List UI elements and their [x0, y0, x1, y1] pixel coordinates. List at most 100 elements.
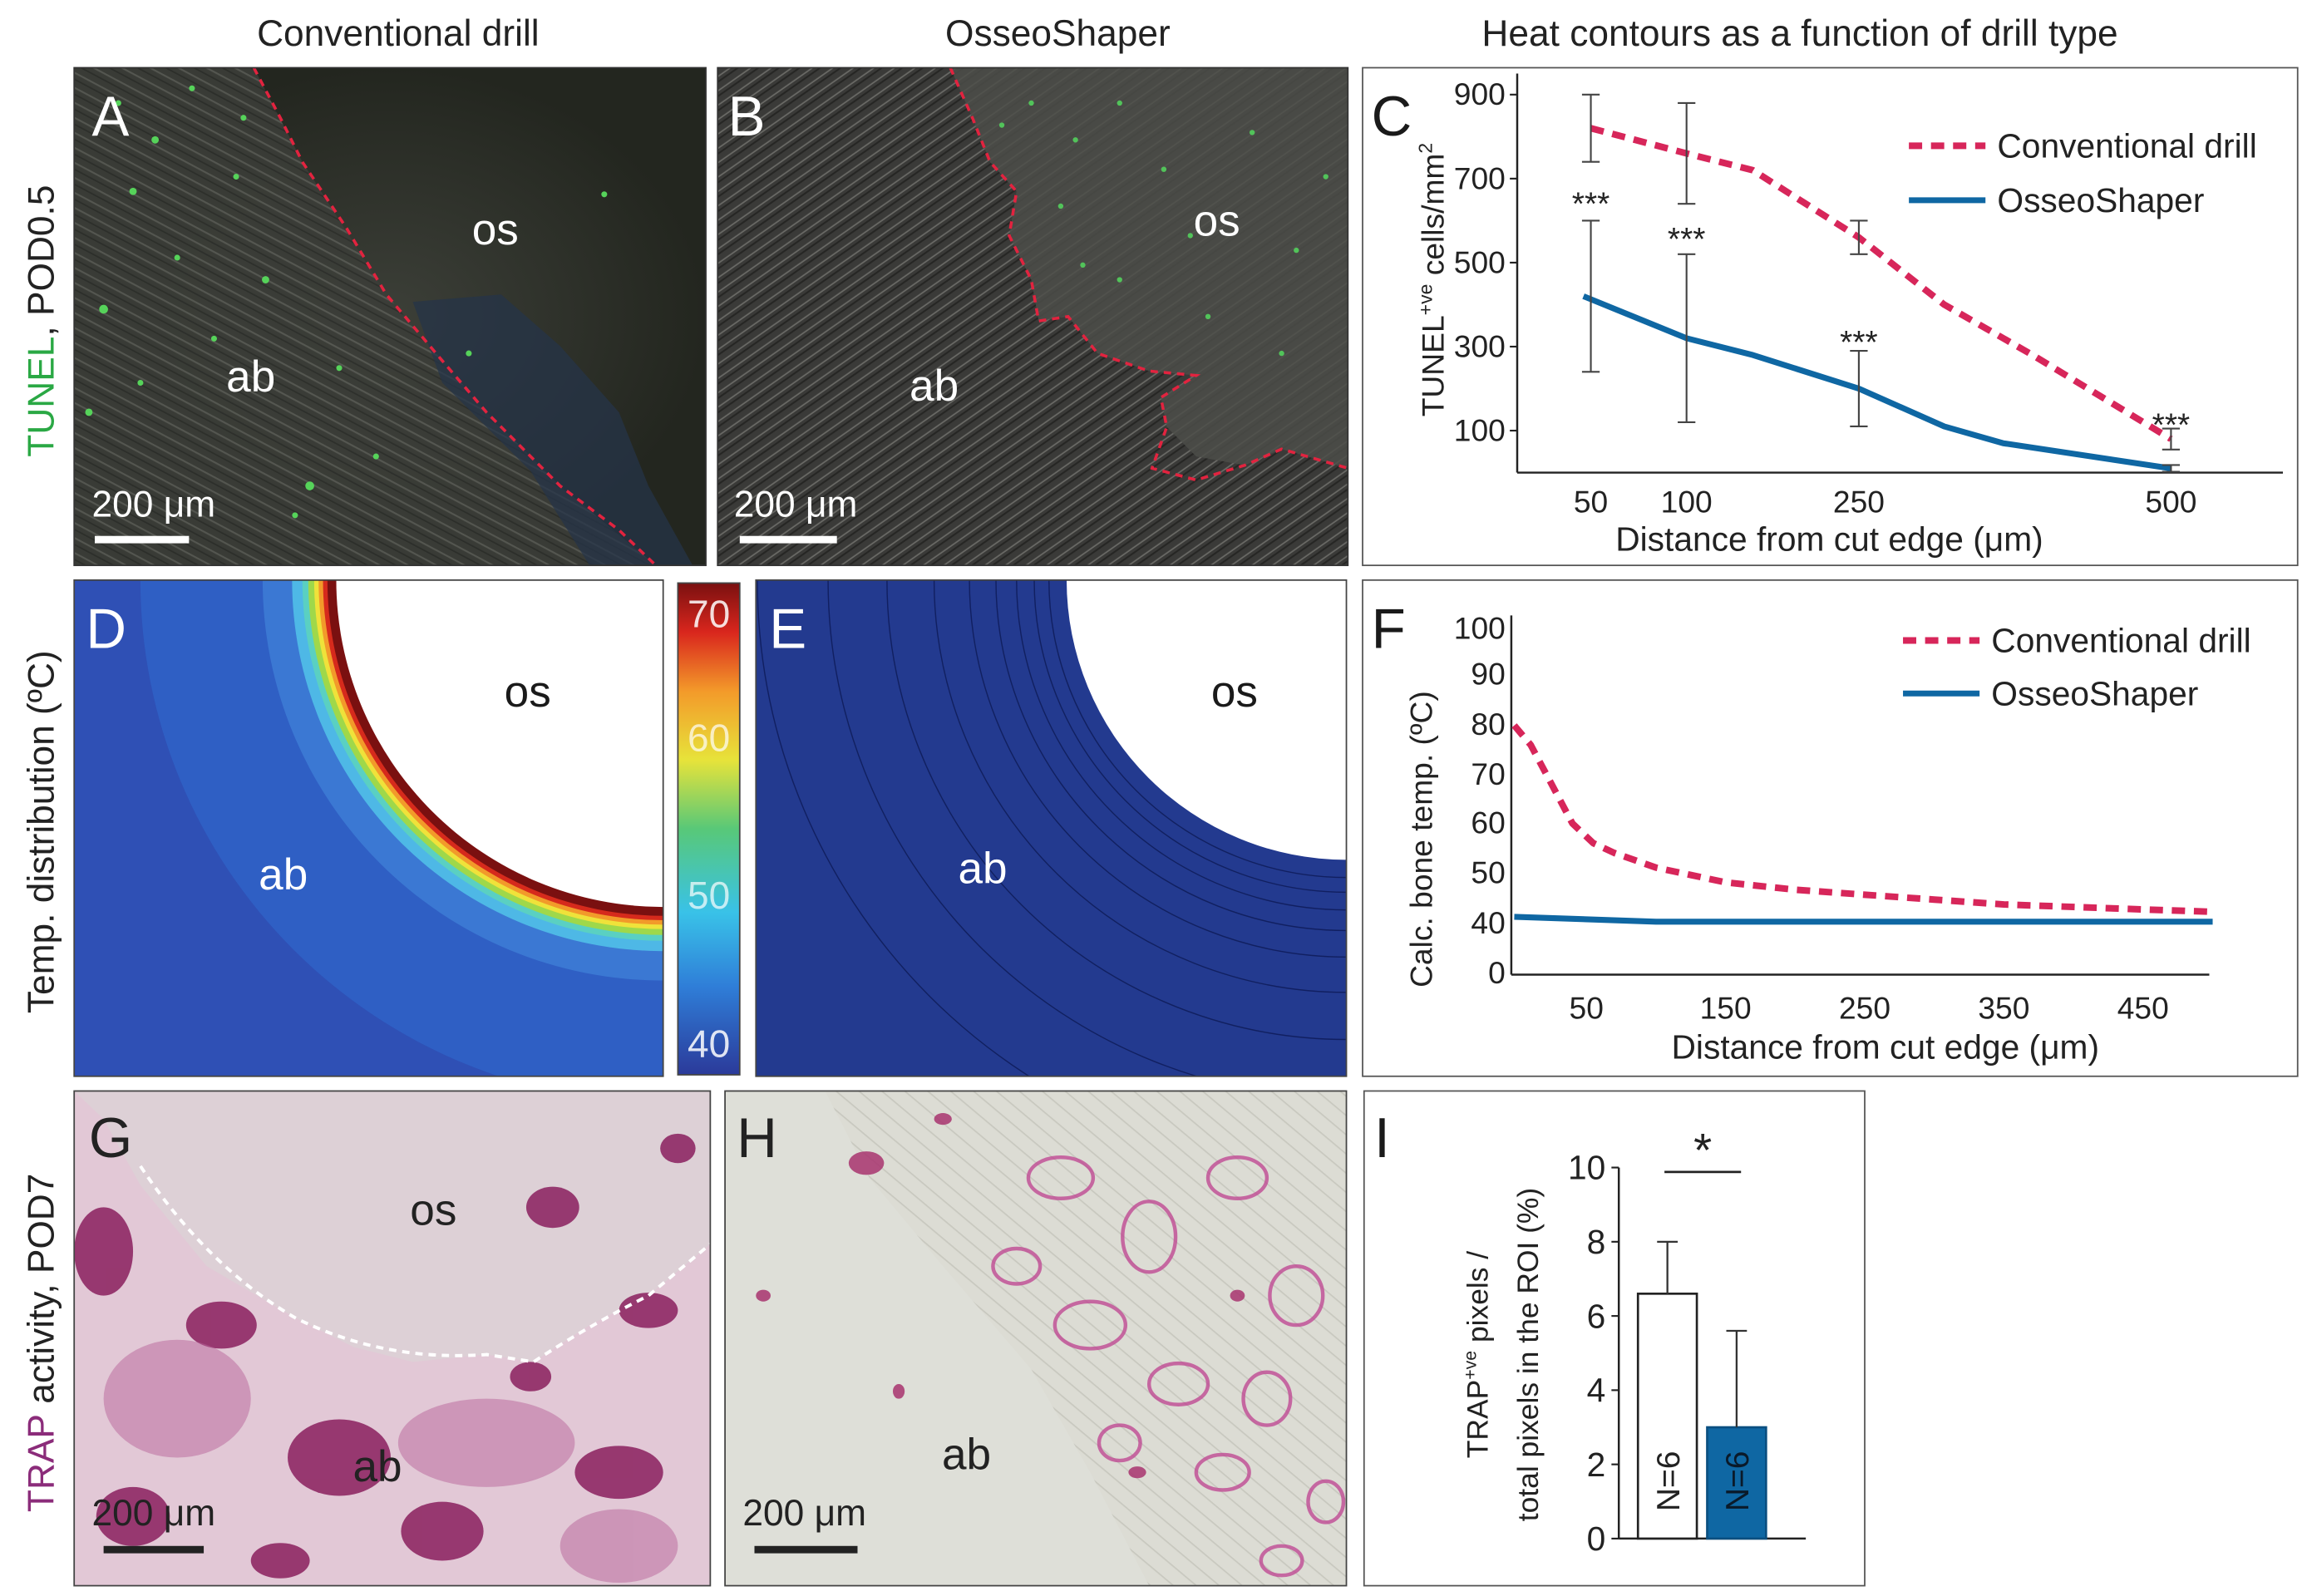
row-label-trap: TRAP activity, POD7 [21, 1174, 62, 1513]
c-x-tick-label: 50 [1574, 484, 1608, 519]
panel-h-ab-label: ab [942, 1431, 991, 1480]
i-y-tick-label: 4 [1587, 1372, 1606, 1410]
panel-d-letter: D [86, 598, 126, 660]
panel-a-ab-label: ab [226, 352, 275, 401]
f-x-tick-label: 350 [1978, 991, 2029, 1026]
panel-e-frame [755, 579, 1348, 1077]
c-y-label-main: TUNEL [1415, 315, 1450, 416]
chart-i: 10 8 6 4 2 0 TRAP+ve pixels / total pixels in t… [1460, 1125, 1807, 1558]
f-y-axis-label: Calc. bone temp. (ºC) [1403, 691, 1438, 988]
f-y-tick-label: 40 [1471, 905, 1505, 940]
colorbar-tick-50: 50 [688, 874, 730, 917]
panel-a-micrograph [74, 67, 707, 566]
i-y-tick-label: 0 [1587, 1520, 1606, 1558]
panel-c-letter: C [1372, 86, 1412, 148]
panel-e-os-label: os [1211, 667, 1258, 717]
c-y-label-tail: cells/mm [1415, 154, 1450, 284]
colorbar-tick-70: 70 [688, 593, 730, 636]
panel-a-frame [73, 66, 707, 567]
c-legend-label: OsseoShaper [1997, 181, 2204, 219]
f-y-tick-label: 0 [1488, 955, 1506, 990]
panel-c-frame [1362, 66, 2299, 567]
colorbar [677, 582, 741, 1076]
f-series-line-osseoshaper [1514, 914, 2213, 925]
panel-b-micrograph [717, 67, 1348, 566]
f-x-tick-label: 150 [1700, 991, 1752, 1026]
c-x-axis-label: Distance from cut edge (μm) [1615, 520, 2043, 558]
panel-b-scale-bar [739, 535, 837, 544]
colorbar-tick-40: 40 [688, 1022, 730, 1066]
panel-e-ab-label: ab [958, 845, 1007, 894]
panel-f-frame [1362, 579, 2299, 1077]
i-y-tick-label: 6 [1587, 1297, 1606, 1335]
f-y-tick-label: 70 [1471, 756, 1505, 791]
panel-e-model [756, 579, 1347, 1076]
panel-i-letter: I [1374, 1107, 1390, 1170]
panel-a-scale-bar [94, 535, 190, 544]
i-y-tick-label: 10 [1568, 1149, 1605, 1187]
panel-b-letter: B [728, 86, 766, 148]
panel-h-frame [724, 1090, 1348, 1587]
chart-c: 900 700 500 300 100 50 100 250 500 Distance from … [1414, 73, 2284, 558]
c-y-tick-label: 500 [1454, 244, 1506, 279]
i-y-label-main: TRAP [1462, 1380, 1495, 1458]
e-hole [1067, 579, 1347, 860]
c-y-label-pow: 2 [1414, 143, 1436, 154]
i-y-label-line2: total pixels in the ROI (%) [1511, 1188, 1545, 1521]
title-osseoshaper: OsseoShaper [945, 13, 1171, 54]
i-significance-mark: * [1693, 1125, 1712, 1177]
colorbar-tick-60: 60 [688, 716, 730, 759]
panel-b-ab-label: ab [909, 362, 959, 411]
tunel-rest: , POD0.5 [21, 185, 62, 337]
panel-d-model [74, 579, 663, 1076]
c-significance-mark: *** [1572, 187, 1609, 223]
i-n-label: N=6 [1651, 1451, 1687, 1512]
panel-g-scale-bar [103, 1545, 205, 1554]
panel-g-os-label: os [410, 1186, 456, 1235]
f-x-tick-label: 250 [1839, 991, 1890, 1026]
panel-g-frame [73, 1090, 712, 1587]
c-y-tick-label: 700 [1454, 160, 1506, 195]
i-y-tick-label: 2 [1587, 1446, 1606, 1484]
f-x-tick-label: 450 [2117, 991, 2169, 1026]
c-significance-mark: *** [2152, 407, 2190, 443]
c-x-tick-label: 500 [2145, 484, 2196, 519]
i-bar-conventional [1636, 1293, 1698, 1540]
f-legend-label: Conventional drill [1991, 622, 2250, 660]
d-hole [336, 579, 663, 907]
panel-b-frame [717, 66, 1349, 567]
panel-g-letter: G [89, 1107, 132, 1170]
panel-e-letter: E [769, 598, 806, 660]
f-x-tick-label: 50 [1570, 991, 1604, 1026]
panel-i-frame [1363, 1090, 1866, 1587]
panel-h-micrograph [725, 1091, 1347, 1586]
f-y-tick-label: 50 [1471, 855, 1505, 890]
c-significance-mark: *** [1840, 325, 1877, 361]
row-label-tunel: TUNEL, POD0.5 [21, 185, 62, 457]
panel-a-letter: A [91, 86, 129, 148]
title-conventional: Conventional drill [257, 13, 540, 54]
i-y-label-sup: +ve [1460, 1351, 1480, 1380]
trap-word: TRAP [21, 1414, 62, 1512]
chart-f: 100 90 80 70 60 50 40 0 50 150 250 350 450 Distance f… [1403, 611, 2250, 1066]
panel-a-scale-text: 200 μm [92, 485, 216, 525]
f-series-line-conventional [1511, 723, 2213, 915]
c-x-tick-label: 100 [1661, 484, 1713, 519]
c-x-tick-label: 250 [1833, 484, 1885, 519]
panel-d-ab-label: ab [259, 850, 308, 899]
panel-g-micrograph [74, 1091, 711, 1586]
c-y-tick-label: 300 [1454, 328, 1506, 363]
panel-h-scale-text: 200 μm [742, 1493, 866, 1534]
c-y-tick-label: 100 [1454, 412, 1506, 447]
f-y-tick-label: 100 [1454, 611, 1506, 646]
panel-b-os-label: os [1194, 196, 1240, 245]
i-n-label: N=6 [1720, 1451, 1756, 1512]
panel-d-frame [73, 579, 664, 1077]
c-y-label-sup: +ve [1414, 284, 1436, 316]
panel-b-scale-text: 200 μm [734, 485, 858, 525]
c-y-axis-label: TUNEL+ve cells/mm2 [1414, 143, 1450, 417]
f-legend-label: OsseoShaper [1991, 674, 2198, 712]
c-y-tick-label: 900 [1454, 76, 1506, 111]
panel-g-ab-label: ab [353, 1442, 402, 1491]
panel-d-os-label: os [505, 667, 551, 717]
